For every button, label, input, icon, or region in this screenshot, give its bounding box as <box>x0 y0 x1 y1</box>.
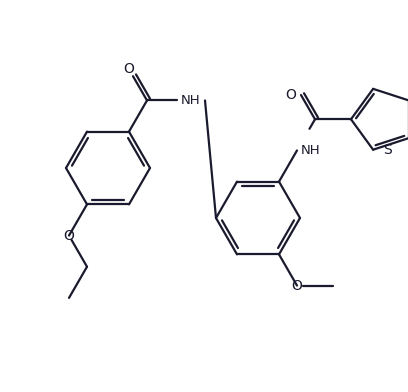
Text: O: O <box>286 88 297 102</box>
Text: O: O <box>124 62 135 76</box>
Text: S: S <box>383 143 392 157</box>
Text: NH: NH <box>301 144 321 157</box>
Text: O: O <box>64 229 74 243</box>
Text: NH: NH <box>181 94 201 107</box>
Text: O: O <box>292 279 302 292</box>
